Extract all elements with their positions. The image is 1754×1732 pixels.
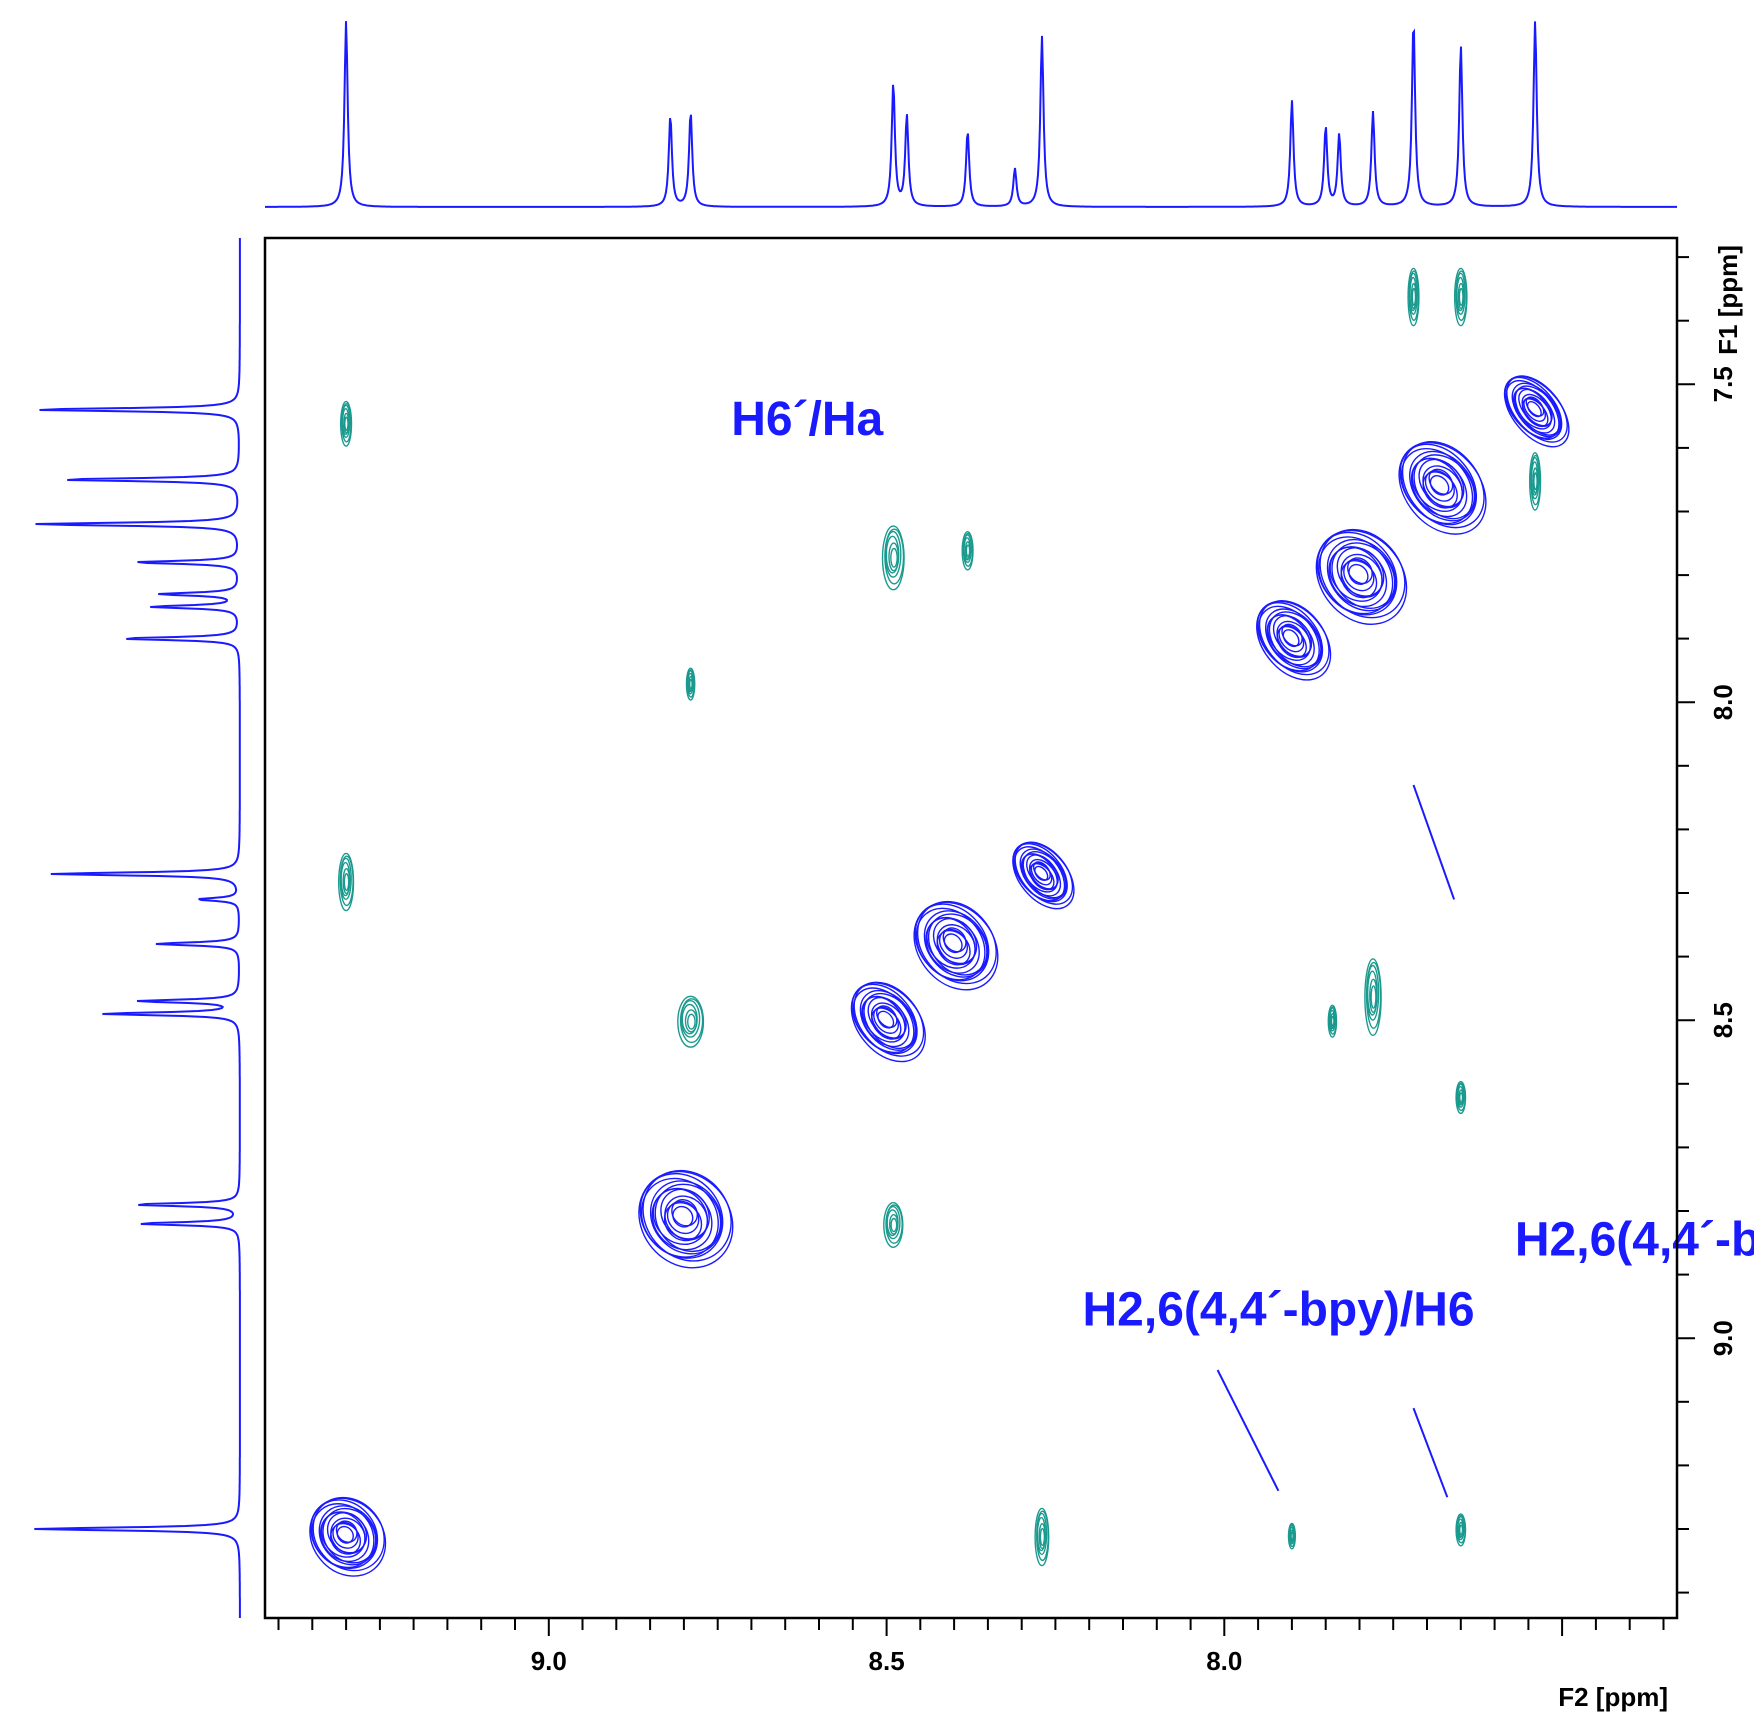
diagonal-peak (1256, 600, 1332, 681)
diagonal-peak (1315, 528, 1408, 625)
diagonal-peak (638, 1169, 734, 1269)
cross-peak (1454, 267, 1468, 327)
cross-peak (881, 525, 905, 591)
f1-axis-title: F1 [ppm] (1713, 245, 1743, 355)
f2-tick-label: 8.5 (869, 1646, 905, 1676)
cross-peak (961, 531, 974, 571)
diagonal-peak (1012, 841, 1075, 910)
contour-layer (309, 267, 1570, 1577)
f1-tick-label: 7.5 (1708, 366, 1738, 402)
f1-tick-label: 8.0 (1708, 684, 1738, 720)
diagonal-peak (1398, 441, 1487, 535)
f1-axis: 7.5 8.0 8.5 9.0 (1677, 256, 1738, 1594)
annotation-labels: H6´/Ha H2,6(4,4´-bpy)/Ha H2,6(4,4´-bpy)/H6 (731, 393, 1754, 1336)
cross-peak (883, 1201, 904, 1248)
cross-peak (677, 995, 705, 1048)
cross-peak (1407, 267, 1420, 327)
f2-tick-label: 8.0 (1206, 1646, 1242, 1676)
annotation-label: H6´/Ha (731, 393, 883, 446)
top-projection-trace (265, 21, 1677, 208)
cross-peak (338, 852, 355, 912)
f2-tick-label: 9.0 (531, 1646, 567, 1676)
f1-tick-label: 8.5 (1708, 1002, 1738, 1038)
diagonal-peak (1503, 375, 1570, 448)
plot-frame (263, 236, 1679, 1620)
cross-peak (1034, 1507, 1050, 1567)
cross-peak (685, 667, 696, 701)
annotation-leader-line (1412, 1407, 1449, 1498)
cross-peak (1528, 452, 1542, 511)
diagonal-peak (850, 981, 926, 1063)
f2-axis: 9.0 8.5 8.0 (277, 1618, 1665, 1676)
cross-peak (1287, 1522, 1297, 1550)
cross-peak (1455, 1080, 1467, 1115)
annotation-label: H2,6(4,4´-bpy)/Ha (1515, 1214, 1754, 1267)
f2-axis-title: F2 [ppm] (1558, 1682, 1668, 1712)
cross-peak (340, 400, 353, 447)
f1-tick-label: 9.0 (1708, 1320, 1738, 1356)
annotation-leader-line (1216, 1369, 1280, 1492)
annotation-label: H2,6(4,4´-bpy)/H6 (1083, 1284, 1475, 1337)
annotation-lines (1216, 784, 1456, 1498)
cross-peak (1364, 958, 1382, 1036)
diagonal-peak (309, 1496, 387, 1577)
cross-peak (1455, 1513, 1467, 1547)
left-projection-trace (34, 238, 241, 1618)
annotation-leader-line (1412, 784, 1456, 900)
cross-peak (1327, 1004, 1338, 1038)
diagonal-peak (913, 900, 999, 991)
